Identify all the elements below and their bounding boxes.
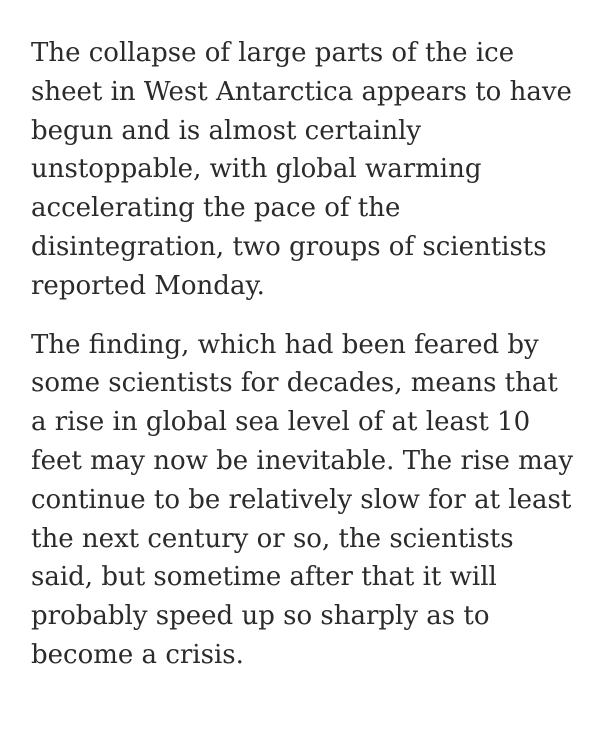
text-line: disintegration, two groups of scientists (31, 231, 547, 262)
text-line: begun and is almost certainly (31, 115, 422, 146)
text-line: some scientists for decades, means that (31, 368, 558, 399)
text-line: a rise in global sea level of at least 1… (31, 407, 531, 438)
text-line: probably speed up so sharply as to (31, 601, 490, 632)
article-body: The collapse of large parts of the ice s… (31, 34, 591, 675)
text-line: feet may now be inevitable. The rise may (31, 445, 574, 476)
text-line: unstoppable, with global warming (31, 154, 482, 185)
text-line: become a crisis. (31, 639, 244, 670)
text-line: sheet in West Antarctica appears to have (31, 76, 572, 107)
article-paragraph-1: The collapse of large parts of the ice s… (31, 34, 591, 306)
text-line: continue to be relatively slow for at le… (31, 484, 572, 515)
text-line: accelerating the pace of the (31, 193, 401, 224)
text-line: The finding, which had been feared by (31, 329, 539, 360)
text-line: The collapse of large parts of the ice (31, 38, 515, 68)
text-line: the next century or so, the scientists (31, 523, 514, 554)
text-line: reported Monday. (31, 270, 265, 301)
text-line: said, but sometime after that it will (31, 562, 497, 593)
article-paragraph-2: The finding, which had been feared by so… (31, 326, 591, 675)
